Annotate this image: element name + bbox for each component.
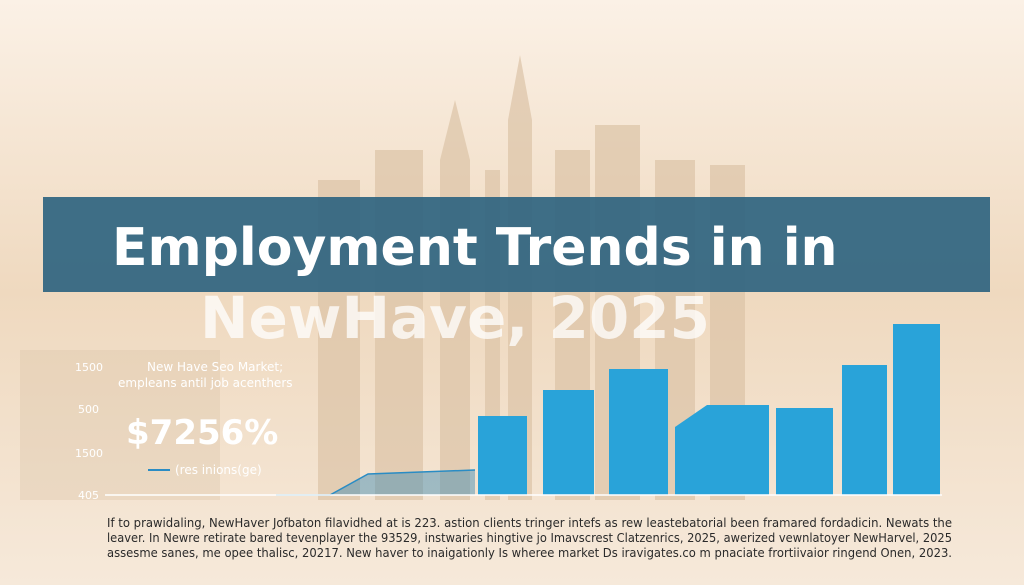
subtitle: empleans antil job acenthers: [118, 376, 293, 390]
axis-label: 405: [78, 489, 99, 502]
legend-label: (res inions(ge): [175, 463, 262, 477]
title: Employment Trends in in: [112, 218, 838, 278]
title: NewHave, 2025: [200, 284, 710, 352]
axis-label: 1500: [75, 447, 103, 460]
highlight: $7256%: [126, 413, 278, 453]
bars: [276, 324, 940, 496]
paragraph-line: If to prawidaling, NewHaver Jofbaton fil…: [107, 516, 952, 530]
axis-label: 1500: [75, 361, 103, 374]
paragraph-line: assesme sanes, me opee thalisc, 20217. N…: [107, 546, 952, 560]
title-banner: [43, 197, 990, 292]
axis-label: 500: [78, 403, 99, 416]
paragraph-line: leaver. In Newre retirate bared tevenpla…: [107, 531, 952, 545]
subtitle: New Have Seo Market;: [147, 360, 283, 374]
